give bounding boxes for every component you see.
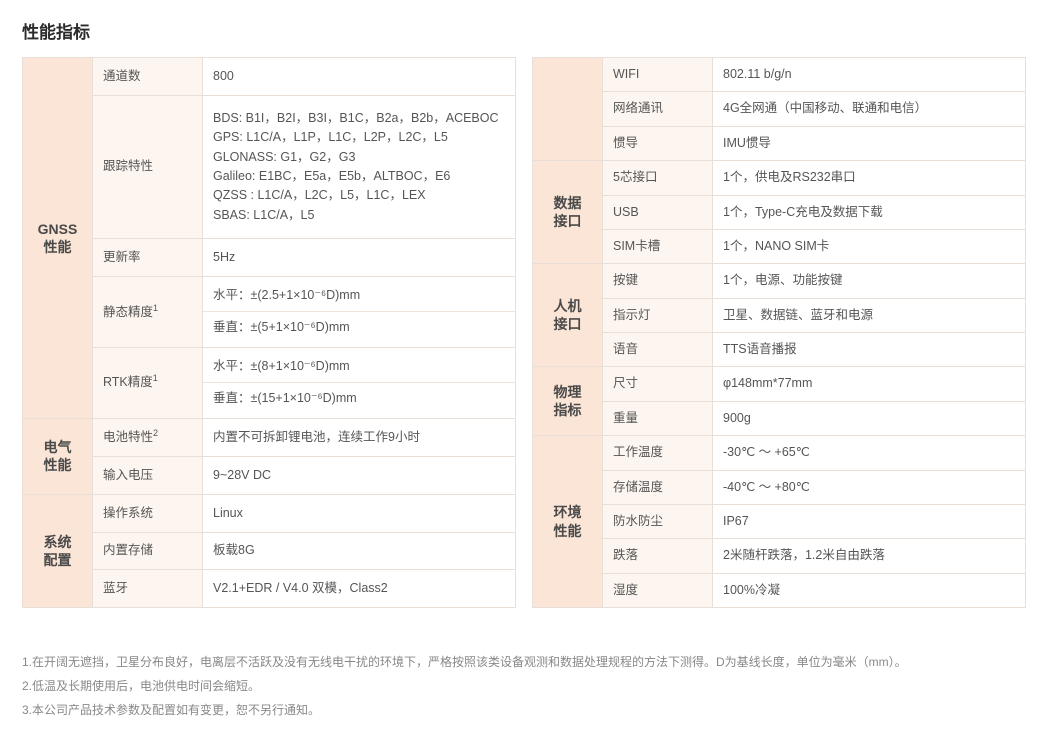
table-row: 系统 配置 操作系统 Linux (23, 495, 516, 533)
table-row: GNSS 性能 通道数 800 (23, 58, 516, 96)
label-os: 操作系统 (93, 495, 203, 533)
label-batt: 电池特性2 (93, 418, 203, 457)
val-batt: 内置不可拆卸锂电池，连续工作9小时 (203, 418, 516, 457)
table-row: RTK精度1 水平：±(8+1×10⁻⁶D)mm 垂直：±(15+1×10⁻⁶D… (23, 347, 516, 418)
val-os: Linux (203, 495, 516, 533)
val-pin5: 1个，供电及RS232串口 (713, 161, 1026, 195)
table-row: 网络通讯 4G全网通（中国移动、联通和电信） (533, 92, 1026, 126)
spec-table-left: GNSS 性能 通道数 800 跟踪特性 BDS: B1I，B2I，B3I，B1… (22, 57, 516, 608)
table-row: USB 1个，Type-C充电及数据下载 (533, 195, 1026, 229)
val-usb: 1个，Type-C充电及数据下载 (713, 195, 1026, 229)
val-sttemp: -40℃ ～ +80℃ (713, 470, 1026, 504)
table-row: 环境 性能 工作温度 -30℃ ～ +65℃ (533, 436, 1026, 470)
spec-table-right: WIFI 802.11 b/g/n 网络通讯 4G全网通（中国移动、联通和电信）… (532, 57, 1026, 608)
page-title: 性能指标 (22, 18, 1026, 43)
table-row: 物理 指标 尺寸 φ148mm*77mm (533, 367, 1026, 401)
label-channels: 通道数 (93, 58, 203, 96)
label-wifi: WIFI (603, 58, 713, 92)
val-static: 水平：±(2.5+1×10⁻⁶D)mm 垂直：±(5+1×10⁻⁶D)mm (203, 276, 516, 347)
table-row: 湿度 100%冷凝 (533, 573, 1026, 607)
table-row: 数据 接口 5芯接口 1个，供电及RS232串口 (533, 161, 1026, 195)
val-imu: IMU惯导 (713, 126, 1026, 160)
table-row: 存储温度 -40℃ ～ +80℃ (533, 470, 1026, 504)
table-row: 惯导 IMU惯导 (533, 126, 1026, 160)
label-sttemp: 存储温度 (603, 470, 713, 504)
val-optemp: -30℃ ～ +65℃ (713, 436, 1026, 470)
val-key: 1个，电源、功能按键 (713, 264, 1026, 298)
label-pin5: 5芯接口 (603, 161, 713, 195)
footnote-3: 3.本公司产品技术参数及配置如有变更，恕不另行通知。 (22, 698, 1026, 722)
label-net: 网络通讯 (603, 92, 713, 126)
footnotes: 1.在开阔无遮挡，卫星分布良好，电离层不活跃及没有无线电干扰的环境下，严格按照该… (22, 650, 1026, 722)
label-tracking: 跟踪特性 (93, 95, 203, 239)
val-wifi: 802.11 b/g/n (713, 58, 1026, 92)
table-row: 电气 性能 电池特性2 内置不可拆卸锂电池，连续工作9小时 (23, 418, 516, 457)
label-bt: 蓝牙 (93, 570, 203, 608)
table-row: 跌落 2米随杆跌落，1.2米自由跌落 (533, 539, 1026, 573)
table-row: 静态精度1 水平：±(2.5+1×10⁻⁶D)mm 垂直：±(5+1×10⁻⁶D… (23, 276, 516, 347)
table-row: 语音 TTS语音播报 (533, 333, 1026, 367)
label-key: 按键 (603, 264, 713, 298)
table-row: 重量 900g (533, 401, 1026, 435)
val-ip: IP67 (713, 504, 1026, 538)
label-optemp: 工作温度 (603, 436, 713, 470)
val-bt: V2.1+EDR / V4.0 双模，Class2 (203, 570, 516, 608)
val-sim: 1个，NANO SIM卡 (713, 229, 1026, 263)
val-channels: 800 (203, 58, 516, 96)
label-vin: 输入电压 (93, 457, 203, 495)
cat-env: 环境 性能 (533, 436, 603, 608)
label-imu: 惯导 (603, 126, 713, 160)
table-row: 指示灯 卫星、数据链、蓝牙和电源 (533, 298, 1026, 332)
label-update: 更新率 (93, 239, 203, 277)
spec-tables: GNSS 性能 通道数 800 跟踪特性 BDS: B1I，B2I，B3I，B1… (22, 57, 1026, 608)
label-voice: 语音 (603, 333, 713, 367)
label-ip: 防水防尘 (603, 504, 713, 538)
footnote-2: 2.低温及长期使用后，电池供电时间会缩短。 (22, 674, 1026, 698)
val-net: 4G全网通（中国移动、联通和电信） (713, 92, 1026, 126)
val-drop: 2米随杆跌落，1.2米自由跌落 (713, 539, 1026, 573)
cat-phys: 物理 指标 (533, 367, 603, 436)
val-vin: 9~28V DC (203, 457, 516, 495)
footnote-1: 1.在开阔无遮挡，卫星分布良好，电离层不活跃及没有无线电干扰的环境下，严格按照该… (22, 650, 1026, 674)
cat-elec: 电气 性能 (23, 418, 93, 494)
val-hum: 100%冷凝 (713, 573, 1026, 607)
label-weight: 重量 (603, 401, 713, 435)
label-led: 指示灯 (603, 298, 713, 332)
table-row: 蓝牙 V2.1+EDR / V4.0 双模，Class2 (23, 570, 516, 608)
table-row: SIM卡槽 1个，NANO SIM卡 (533, 229, 1026, 263)
table-row: WIFI 802.11 b/g/n (533, 58, 1026, 92)
table-row: 输入电压 9~28V DC (23, 457, 516, 495)
val-led: 卫星、数据链、蓝牙和电源 (713, 298, 1026, 332)
cat-gnss: GNSS 性能 (23, 58, 93, 419)
val-storage: 板载8G (203, 532, 516, 570)
label-hum: 湿度 (603, 573, 713, 607)
val-voice: TTS语音播报 (713, 333, 1026, 367)
table-row: 防水防尘 IP67 (533, 504, 1026, 538)
val-weight: 900g (713, 401, 1026, 435)
label-usb: USB (603, 195, 713, 229)
label-rtk: RTK精度1 (93, 347, 203, 418)
label-storage: 内置存储 (93, 532, 203, 570)
cat-hmi: 人机 接口 (533, 264, 603, 367)
val-size: φ148mm*77mm (713, 367, 1026, 401)
val-tracking: BDS: B1I，B2I，B3I，B1C，B2a，B2b，ACEBOC GPS:… (203, 95, 516, 239)
cat-sys-cont (533, 58, 603, 161)
table-row: 跟踪特性 BDS: B1I，B2I，B3I，B1C，B2a，B2b，ACEBOC… (23, 95, 516, 239)
cat-sys: 系统 配置 (23, 495, 93, 608)
table-row: 人机 接口 按键 1个，电源、功能按键 (533, 264, 1026, 298)
table-row: 更新率 5Hz (23, 239, 516, 277)
label-static: 静态精度1 (93, 276, 203, 347)
label-sim: SIM卡槽 (603, 229, 713, 263)
label-size: 尺寸 (603, 367, 713, 401)
val-update: 5Hz (203, 239, 516, 277)
label-drop: 跌落 (603, 539, 713, 573)
table-row: 内置存储 板载8G (23, 532, 516, 570)
val-rtk: 水平：±(8+1×10⁻⁶D)mm 垂直：±(15+1×10⁻⁶D)mm (203, 347, 516, 418)
cat-data: 数据 接口 (533, 161, 603, 264)
